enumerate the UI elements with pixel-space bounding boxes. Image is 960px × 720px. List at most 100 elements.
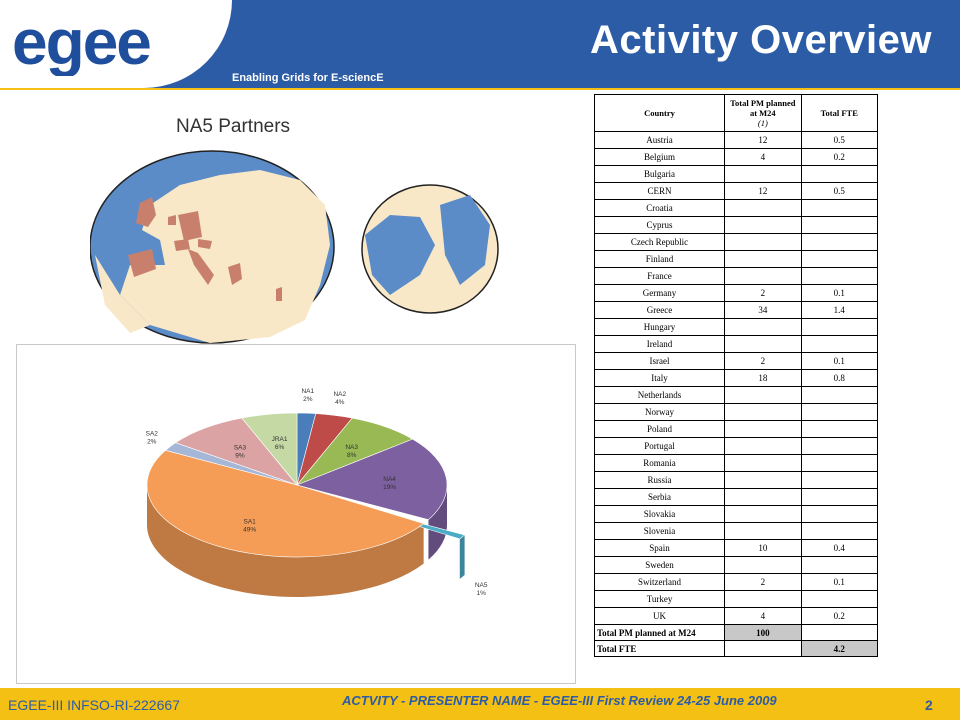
table-row: Norway (593, 403, 879, 421)
cell-pm (724, 335, 802, 353)
table-row: Slovakia (593, 505, 879, 523)
partner-spain (128, 249, 156, 277)
pie-label-na3: NA3 (345, 444, 358, 451)
cell-country: Austria (593, 131, 726, 149)
cell-pm: 10 (724, 539, 802, 557)
table-row: Romania (593, 454, 879, 472)
cell-pm (724, 556, 802, 574)
cell-country: Romania (593, 454, 726, 472)
total-fte-label: Total FTE (593, 640, 726, 657)
pie-svg: NA12%NA24%NA38%NA419%NA51%SA149%SA22%SA3… (146, 388, 488, 597)
asia-sea (365, 215, 435, 295)
table-row: Finland (593, 250, 879, 268)
table-row: Slovenia (593, 522, 879, 540)
partner-italy (188, 249, 214, 285)
cell-country: Croatia (593, 199, 726, 217)
footer-presentation-title: ACTVITY - PRESENTER NAME - EGEE-III Firs… (342, 693, 777, 708)
egee-logo: egee (12, 12, 152, 76)
cell-pm (724, 437, 802, 455)
total-fte-value: 4.2 (800, 640, 879, 657)
pie-percent-jra1: 6% (275, 444, 285, 451)
cell-fte (800, 505, 879, 523)
pie-side-sa1 (147, 485, 424, 597)
cell-country: Belgium (593, 148, 726, 166)
pie-label-na4: NA4 (383, 476, 396, 483)
cell-country: Spain (593, 539, 726, 557)
table-row: Belgium 4 0.2 (593, 148, 879, 166)
slide-header: egee Enabling Grids for E-sciencE Activi… (0, 0, 960, 88)
total-pm-label: Total PM planned at M24 (593, 624, 726, 641)
total-fte-pm-empty (724, 640, 802, 657)
partner-switzerland (174, 239, 190, 251)
table-row: Netherlands (593, 386, 879, 404)
header-stripe (0, 88, 960, 90)
pie-label-sa3: SA3 (234, 445, 247, 452)
cell-fte (800, 556, 879, 574)
cell-pm: 4 (724, 148, 802, 166)
cell-country: Slovenia (593, 522, 726, 540)
table-row: Ireland (593, 335, 879, 353)
cell-fte: 0.8 (800, 369, 879, 387)
page-number: 2 (925, 697, 933, 713)
cell-fte (800, 250, 879, 268)
cell-country: Italy (593, 369, 726, 387)
table-row: Portugal (593, 437, 879, 455)
cell-country: Switzerland (593, 573, 726, 591)
table-row: Poland (593, 420, 879, 438)
cell-pm (724, 233, 802, 251)
cell-country: UK (593, 607, 726, 625)
total-fte-row: Total FTE 4.2 (593, 640, 879, 657)
cell-pm (724, 454, 802, 472)
table-row: CERN 12 0.5 (593, 182, 879, 200)
pie-percent-na1: 2% (303, 396, 313, 403)
map-title: NA5 Partners (176, 116, 291, 137)
cell-fte (800, 471, 879, 489)
cell-country: Poland (593, 420, 726, 438)
cell-pm: 2 (724, 284, 802, 302)
egee-logo-text: egee (12, 12, 150, 76)
cell-fte (800, 454, 879, 472)
cell-country: Turkey (593, 590, 726, 608)
table-row: Cyprus (593, 216, 879, 234)
cell-country: Greece (593, 301, 726, 319)
pie-percent-na3: 8% (347, 452, 357, 459)
pie-label-jra1: JRA1 (272, 436, 288, 443)
cell-fte (800, 590, 879, 608)
cell-pm (724, 386, 802, 404)
cell-pm (724, 216, 802, 234)
cell-fte: 0.5 (800, 131, 879, 149)
cell-pm (724, 318, 802, 336)
cell-fte (800, 318, 879, 336)
cell-pm: 2 (724, 573, 802, 591)
cell-country: Portugal (593, 437, 726, 455)
cell-fte (800, 488, 879, 506)
cell-fte: 0.1 (800, 352, 879, 370)
cell-fte: 1.4 (800, 301, 879, 319)
cell-pm: 2 (724, 352, 802, 370)
cell-country: Bulgaria (593, 165, 726, 183)
cell-pm (724, 250, 802, 268)
cell-fte (800, 522, 879, 540)
partner-uk (136, 197, 156, 227)
partner-germany (178, 211, 202, 241)
pie-percent-sa1: 49% (243, 526, 256, 533)
pie-label-na1: NA1 (301, 388, 314, 395)
partner-belgium (168, 215, 176, 225)
cell-pm (724, 199, 802, 217)
cell-country: Ireland (593, 335, 726, 353)
table-header-row: Country Total PM planned at M24 (1) Total… (593, 94, 879, 132)
cell-pm (724, 165, 802, 183)
pie-slice-sa1 (146, 449, 425, 558)
cell-country: Russia (593, 471, 726, 489)
pie-label-na5: NA5 (475, 582, 488, 589)
effort-pie-chart: NA1 2% NA2 4% NA3 8% NA4 19% NA5 1% SA1 49% SA2 2% SA3… (16, 344, 576, 684)
partner-greece (228, 263, 242, 285)
pie-label-na2: NA2 (333, 391, 346, 398)
cell-fte (800, 420, 879, 438)
cell-country: Israel (593, 352, 726, 370)
cell-fte (800, 386, 879, 404)
cell-fte: 0.2 (800, 607, 879, 625)
cell-pm (724, 267, 802, 285)
cell-fte (800, 233, 879, 251)
cell-country: Serbia (593, 488, 726, 506)
